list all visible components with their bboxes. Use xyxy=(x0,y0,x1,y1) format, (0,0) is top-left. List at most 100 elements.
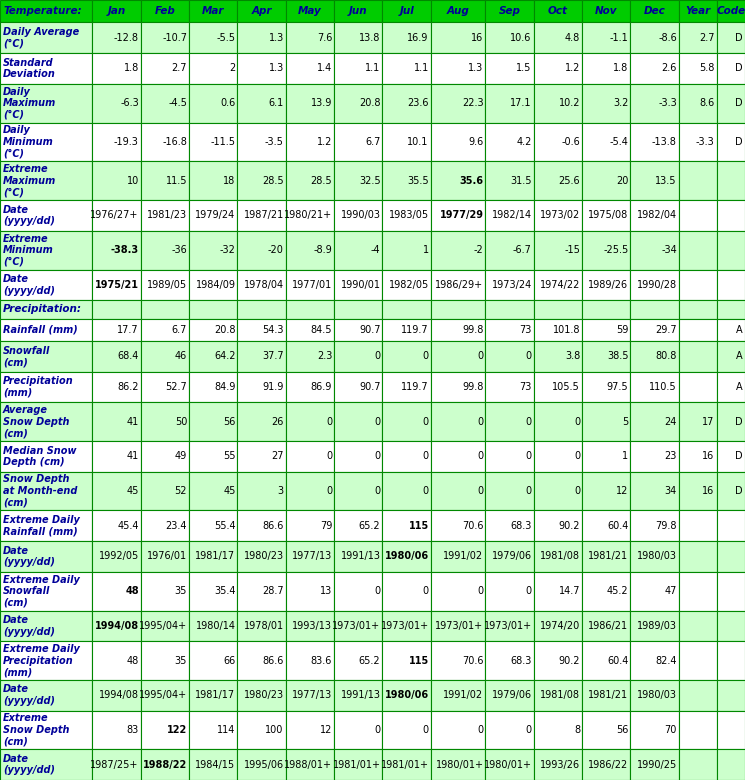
Text: 86.6: 86.6 xyxy=(262,521,284,530)
Bar xyxy=(534,472,582,510)
Bar xyxy=(717,53,745,83)
Text: 45: 45 xyxy=(127,486,139,496)
Text: 1979/06: 1979/06 xyxy=(492,690,532,700)
Bar xyxy=(286,402,335,441)
Bar xyxy=(486,0,534,23)
Text: 1973/02: 1973/02 xyxy=(540,211,580,221)
Bar xyxy=(486,541,534,572)
Text: 1977/13: 1977/13 xyxy=(292,690,332,700)
Text: -36: -36 xyxy=(171,245,187,255)
Text: 3.2: 3.2 xyxy=(613,98,629,108)
Bar xyxy=(335,510,382,541)
Bar xyxy=(0,641,92,680)
Text: 1.8: 1.8 xyxy=(613,63,629,73)
Text: 91.9: 91.9 xyxy=(262,382,284,392)
Text: 35: 35 xyxy=(175,586,187,596)
Text: 1980/01+: 1980/01+ xyxy=(484,760,532,770)
Bar xyxy=(717,318,745,341)
Text: 1.4: 1.4 xyxy=(317,63,332,73)
Text: 16: 16 xyxy=(471,33,484,43)
Text: 65.2: 65.2 xyxy=(359,521,381,530)
Bar xyxy=(189,161,238,200)
Text: 26: 26 xyxy=(271,417,284,427)
Text: 47: 47 xyxy=(665,586,676,596)
Text: 1993/26: 1993/26 xyxy=(540,760,580,770)
Text: D: D xyxy=(735,63,743,73)
Text: 1973/01+: 1973/01+ xyxy=(484,621,532,631)
Bar xyxy=(679,711,717,750)
Text: 1991/13: 1991/13 xyxy=(340,690,381,700)
Text: 37.7: 37.7 xyxy=(262,351,284,361)
Bar xyxy=(630,611,679,641)
Text: 28.5: 28.5 xyxy=(262,176,284,186)
Bar xyxy=(582,472,630,510)
Text: 0: 0 xyxy=(374,586,381,596)
Bar xyxy=(238,0,286,23)
Bar xyxy=(286,472,335,510)
Text: 70.6: 70.6 xyxy=(462,655,484,665)
Text: 1980/03: 1980/03 xyxy=(637,551,676,562)
Text: 1974/20: 1974/20 xyxy=(540,621,580,631)
Bar xyxy=(431,711,486,750)
Text: 90.2: 90.2 xyxy=(559,521,580,530)
Bar xyxy=(717,200,745,231)
Text: 1977/01: 1977/01 xyxy=(292,280,332,290)
Bar xyxy=(286,231,335,270)
Bar xyxy=(238,122,286,161)
Bar xyxy=(679,83,717,122)
Text: 0: 0 xyxy=(526,417,532,427)
Bar xyxy=(189,371,238,402)
Text: 7.6: 7.6 xyxy=(317,33,332,43)
Bar xyxy=(717,161,745,200)
Bar xyxy=(0,300,92,318)
Bar xyxy=(335,300,382,318)
Bar xyxy=(141,23,189,53)
Bar xyxy=(382,341,431,371)
Text: -3.5: -3.5 xyxy=(265,137,284,147)
Bar xyxy=(286,611,335,641)
Text: Rainfall (mm): Rainfall (mm) xyxy=(3,324,77,335)
Text: Extreme
Snow Depth
(cm): Extreme Snow Depth (cm) xyxy=(3,714,69,746)
Bar xyxy=(286,572,335,611)
Text: 16: 16 xyxy=(703,452,714,461)
Text: 1978/04: 1978/04 xyxy=(244,280,284,290)
Text: -8.6: -8.6 xyxy=(658,33,676,43)
Bar xyxy=(92,318,141,341)
Bar xyxy=(431,472,486,510)
Text: 90.7: 90.7 xyxy=(359,382,381,392)
Bar xyxy=(0,711,92,750)
Bar xyxy=(534,711,582,750)
Bar xyxy=(238,231,286,270)
Bar xyxy=(0,231,92,270)
Text: Year: Year xyxy=(685,6,710,16)
Text: 122: 122 xyxy=(167,725,187,735)
Bar xyxy=(486,341,534,371)
Bar xyxy=(431,270,486,300)
Bar xyxy=(382,318,431,341)
Text: Dec: Dec xyxy=(644,6,665,16)
Bar xyxy=(286,318,335,341)
Bar xyxy=(679,0,717,23)
Text: 3.8: 3.8 xyxy=(565,351,580,361)
Bar xyxy=(486,122,534,161)
Text: 73: 73 xyxy=(519,324,532,335)
Bar xyxy=(335,680,382,711)
Bar xyxy=(92,122,141,161)
Bar xyxy=(486,270,534,300)
Text: 1991/02: 1991/02 xyxy=(443,690,484,700)
Bar xyxy=(382,441,431,472)
Text: 18: 18 xyxy=(224,176,235,186)
Text: 0: 0 xyxy=(326,452,332,461)
Bar xyxy=(717,300,745,318)
Text: Median Snow
Depth (cm): Median Snow Depth (cm) xyxy=(3,445,77,467)
Bar xyxy=(0,510,92,541)
Bar xyxy=(238,200,286,231)
Bar xyxy=(335,750,382,780)
Bar xyxy=(630,122,679,161)
Text: Feb: Feb xyxy=(155,6,175,16)
Bar xyxy=(486,402,534,441)
Text: -19.3: -19.3 xyxy=(114,137,139,147)
Bar xyxy=(189,231,238,270)
Text: 29.7: 29.7 xyxy=(655,324,676,335)
Bar xyxy=(431,371,486,402)
